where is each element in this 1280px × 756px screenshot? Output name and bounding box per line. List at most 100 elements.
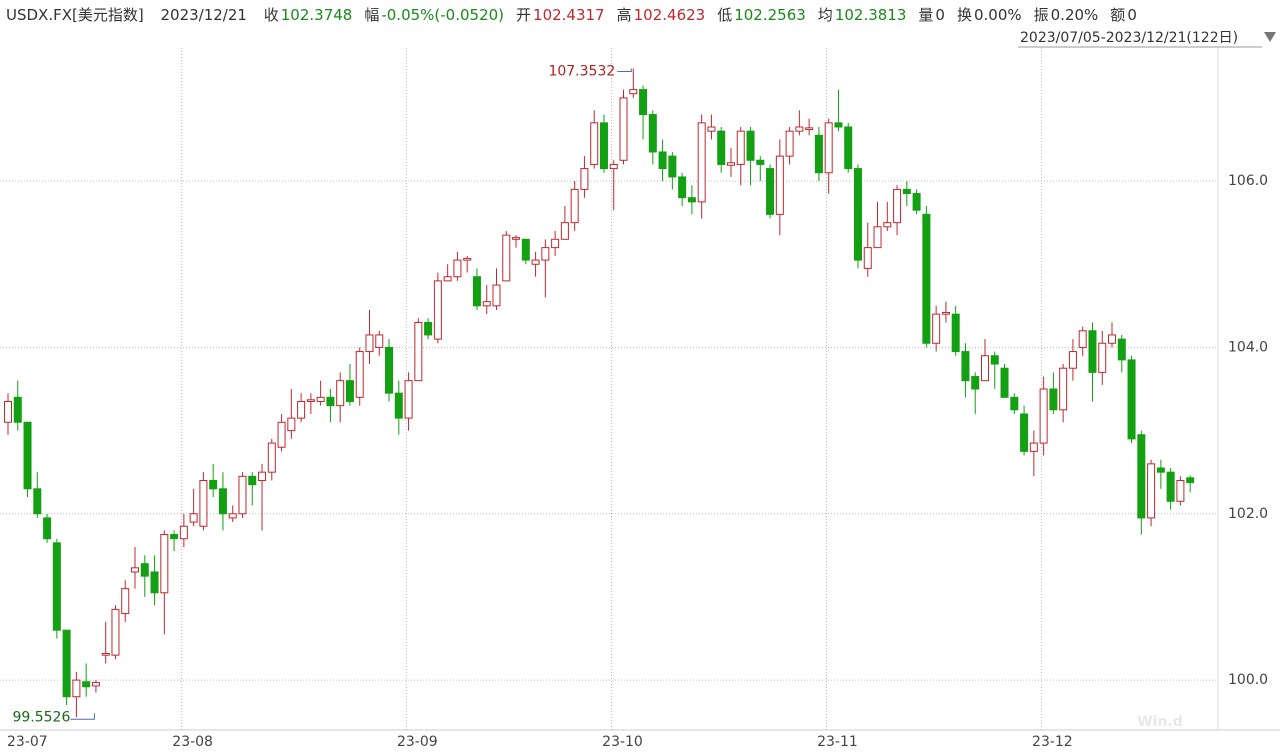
title: USDX.FX[美元指数]	[6, 6, 144, 24]
candle-body	[551, 238, 560, 249]
candle-body	[502, 234, 511, 282]
field-label: 低	[717, 6, 733, 24]
candle-body	[814, 134, 823, 174]
candle-body	[258, 471, 267, 481]
field-value: 0.20%	[1050, 6, 1099, 24]
candle-body	[1147, 463, 1156, 519]
candle-body	[922, 213, 931, 344]
candle-body	[531, 259, 540, 265]
candle-body	[170, 534, 179, 540]
candle-body	[365, 334, 374, 353]
candle-body	[492, 284, 501, 307]
candle-body	[1078, 330, 1087, 348]
field-label: 额	[1110, 6, 1126, 24]
candle-body	[746, 130, 755, 161]
candle-body	[580, 168, 589, 190]
candle-body	[658, 151, 667, 170]
field-label: 开	[516, 6, 532, 24]
candle-body	[267, 442, 276, 473]
candle-body	[228, 513, 237, 519]
candle-body	[775, 155, 784, 215]
candle-body	[13, 396, 22, 423]
candle-body	[287, 417, 296, 432]
candle-body	[463, 257, 472, 261]
candle-body	[326, 396, 335, 407]
candle-body	[687, 197, 696, 203]
field-label: 收	[263, 6, 279, 24]
candle-body	[863, 247, 872, 269]
candle-body	[414, 321, 423, 382]
candle-body	[43, 517, 52, 540]
candle-body	[668, 155, 677, 178]
field-value: 0.00%	[973, 6, 1022, 24]
min-annotation: 99.5526	[12, 709, 70, 725]
candle-body	[795, 126, 804, 132]
candle-body	[160, 534, 169, 594]
candle-body	[355, 351, 364, 398]
candle-body	[912, 193, 921, 211]
candle-body	[453, 259, 462, 278]
candle-body	[853, 168, 862, 261]
candle-body	[560, 222, 569, 240]
field-value: 102.3813	[834, 6, 907, 24]
max-annotation: 107.3532	[548, 64, 615, 80]
candle-body	[23, 421, 32, 490]
field-label: 换	[956, 6, 972, 24]
candle-body	[648, 114, 657, 153]
candle-body	[1156, 467, 1165, 473]
candle-body	[707, 126, 716, 132]
candle-body	[336, 380, 345, 407]
candle-body	[1059, 367, 1068, 411]
candle-body	[834, 122, 843, 128]
candle-body	[199, 479, 208, 527]
candle-body	[1137, 434, 1146, 519]
candle-body	[424, 321, 433, 336]
y-tick-label: 100.0	[1228, 672, 1268, 688]
candle-body	[1000, 367, 1009, 398]
y-tick-label: 106.0	[1228, 173, 1268, 189]
candle-body	[443, 276, 452, 282]
candle-body	[844, 126, 853, 170]
candle-body	[52, 542, 61, 631]
field-label: 量	[918, 6, 934, 24]
candle-body	[941, 311, 950, 315]
candle-body	[902, 188, 911, 195]
candle-body	[1166, 471, 1175, 502]
candle-body	[785, 130, 794, 157]
x-tick-label: 23-09	[397, 734, 438, 750]
candle-body	[72, 679, 81, 698]
candle-body	[91, 682, 100, 687]
candle-body	[209, 479, 218, 490]
candle-body	[932, 313, 941, 344]
date-range[interactable]: 2023/07/05-2023/12/21(122日)	[1020, 30, 1238, 46]
date: 2023/12/21	[160, 6, 247, 24]
candle-body	[678, 176, 687, 199]
candle-body	[951, 313, 960, 353]
candle-body	[619, 97, 628, 161]
candle-body	[883, 222, 892, 228]
x-tick-label: 23-12	[1032, 734, 1073, 750]
candle-body	[609, 163, 618, 170]
candle-body	[1049, 388, 1058, 411]
candle-body	[1127, 359, 1136, 440]
dropdown-icon[interactable]	[1264, 32, 1276, 42]
candle-body	[4, 400, 12, 423]
candle-body	[140, 563, 149, 577]
candle-body	[62, 629, 71, 698]
candle-body	[756, 159, 765, 165]
candle-body	[33, 488, 42, 515]
field-value: 102.4623	[633, 6, 706, 24]
candle-body	[316, 396, 325, 402]
candle-body	[893, 188, 902, 224]
candle-body	[111, 608, 120, 656]
x-tick-label: 23-07	[7, 734, 48, 750]
candle-body	[82, 681, 91, 688]
candle-body	[121, 588, 130, 615]
field-value: 0	[1127, 6, 1137, 24]
candle-body	[521, 238, 530, 261]
candle-body	[433, 280, 442, 340]
candle-body	[189, 513, 198, 523]
x-tick-label: 23-10	[602, 734, 643, 750]
candle-body	[541, 247, 550, 261]
